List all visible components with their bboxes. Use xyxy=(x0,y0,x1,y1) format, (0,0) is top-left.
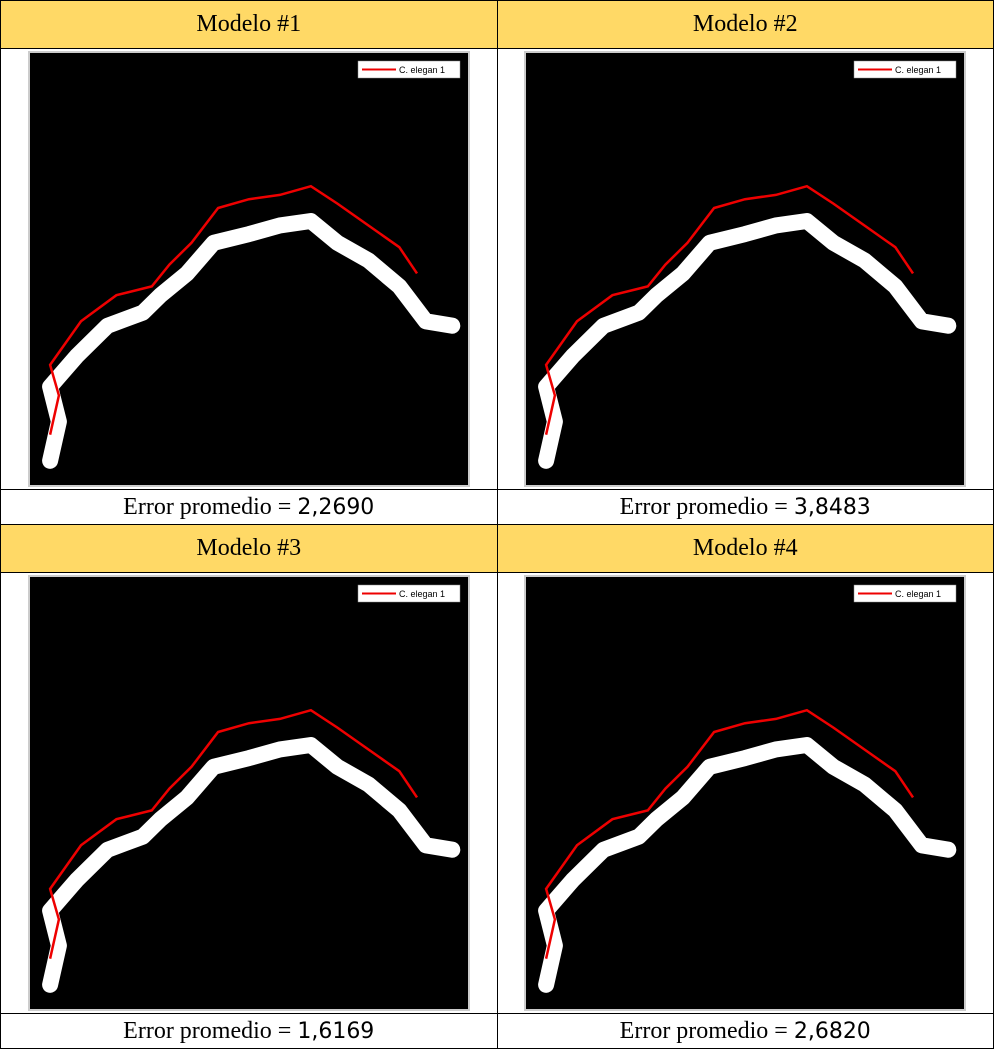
caption-label: Error promedio = xyxy=(123,1018,291,1044)
cell-image: C. elegan 1 xyxy=(1,573,498,1014)
caption-value: 2,2690 xyxy=(297,495,374,520)
plot-frame xyxy=(525,576,965,1010)
caption-label: Error promedio = xyxy=(620,494,788,520)
caption-value: 1,6169 xyxy=(297,1019,374,1044)
cell-header: Modelo #3 xyxy=(1,525,498,573)
image-row: C. elegan 1 C. elegan 1 xyxy=(1,573,994,1014)
legend-label: C. elegan 1 xyxy=(895,65,941,75)
plot-frame xyxy=(29,576,469,1010)
caption-value: 2,6820 xyxy=(794,1019,871,1044)
worm-plot: C. elegan 1 xyxy=(524,575,966,1011)
table-body: Modelo #1Modelo #2C. elegan 1C. elegan 1… xyxy=(1,1,994,1049)
cell-caption: Error promedio = 2,2690 xyxy=(1,490,498,525)
image-row: C. elegan 1 C. elegan 1 xyxy=(1,49,994,490)
legend-label: C. elegan 1 xyxy=(399,589,445,599)
plot-frame xyxy=(525,52,965,486)
legend-label: C. elegan 1 xyxy=(895,589,941,599)
plot-frame xyxy=(29,52,469,486)
cell-caption: Error promedio = 1,6169 xyxy=(1,1014,498,1049)
worm-plot: C. elegan 1 xyxy=(524,51,966,487)
worm-plot: C. elegan 1 xyxy=(28,51,470,487)
cell-image: C. elegan 1 xyxy=(1,49,498,490)
caption-label: Error promedio = xyxy=(123,494,291,520)
cell-header: Modelo #4 xyxy=(497,525,994,573)
cell-caption: Error promedio = 3,8483 xyxy=(497,490,994,525)
legend-label: C. elegan 1 xyxy=(399,65,445,75)
cell-caption: Error promedio = 2,6820 xyxy=(497,1014,994,1049)
caption-value: 3,8483 xyxy=(794,495,871,520)
cell-image: C. elegan 1 xyxy=(497,49,994,490)
worm-plot: C. elegan 1 xyxy=(28,575,470,1011)
results-table: Modelo #1Modelo #2C. elegan 1C. elegan 1… xyxy=(0,0,994,1049)
cell-image: C. elegan 1 xyxy=(497,573,994,1014)
page: Modelo #1Modelo #2C. elegan 1C. elegan 1… xyxy=(0,0,994,1048)
cell-header: Modelo #1 xyxy=(1,1,498,49)
caption-label: Error promedio = xyxy=(620,1018,788,1044)
cell-header: Modelo #2 xyxy=(497,1,994,49)
